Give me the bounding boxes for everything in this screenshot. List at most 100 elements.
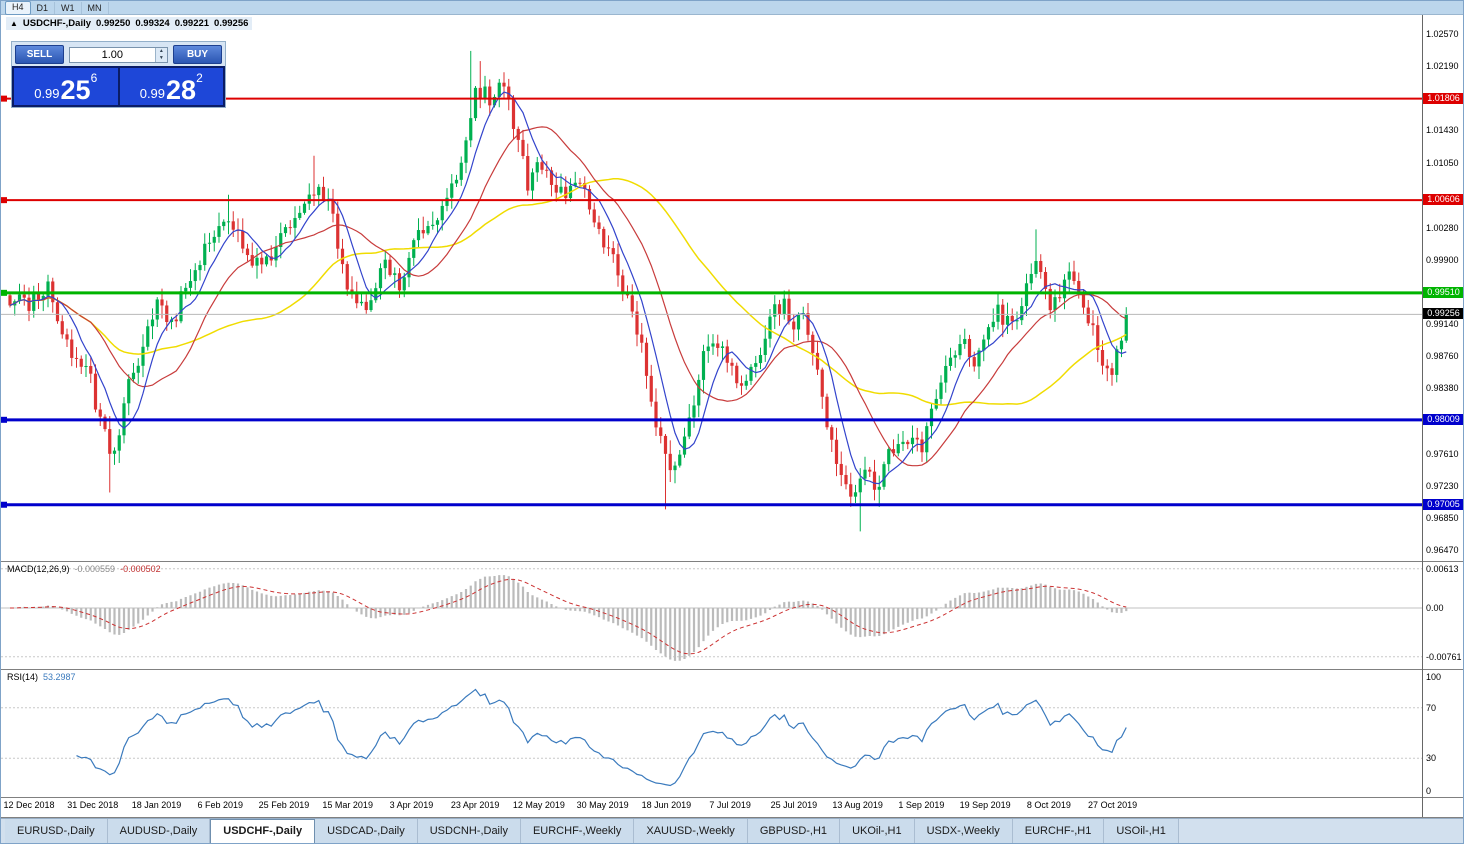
candle (668, 453, 672, 471)
candle (264, 256, 269, 265)
candle (891, 449, 896, 454)
candle (925, 426, 929, 453)
candle (621, 275, 625, 293)
timeframe-button-h4[interactable]: H4 (5, 1, 31, 15)
rsi-axis-label: 70 (1426, 702, 1437, 713)
candle (340, 248, 345, 265)
timeframe-button-mn[interactable]: MN (82, 1, 109, 14)
chart-tab[interactable]: USDCNH-,Daily (417, 819, 521, 843)
price-axis-label: 1.00280 (1426, 222, 1459, 233)
candle (640, 334, 644, 343)
level-line-anchor[interactable] (1, 416, 7, 423)
candle (146, 326, 150, 347)
candle (663, 435, 668, 454)
chart-tab[interactable]: EURCHF-,H1 (1012, 819, 1105, 843)
sell-price-tile[interactable]: 0.99 25 6 (14, 68, 118, 105)
level-line-anchor[interactable] (1, 501, 7, 508)
level-line-anchor[interactable] (1, 95, 7, 102)
chart-canvas[interactable] (1, 1, 1464, 818)
candle (1058, 297, 1062, 299)
sell-price-pips: 25 (60, 75, 91, 105)
volume-spinner[interactable]: ▲ ▼ (154, 47, 167, 62)
candle (402, 277, 406, 291)
candle (573, 182, 577, 186)
macd-axis-label: 0.00 (1426, 603, 1444, 613)
chart-tab[interactable]: USDCAD-,Daily (315, 819, 418, 843)
candle (312, 194, 316, 196)
candle (682, 436, 687, 455)
volume-spinner-down-icon[interactable]: ▼ (155, 54, 167, 62)
candle (222, 221, 226, 227)
price-axis-label: 0.97230 (1426, 480, 1459, 491)
candle (136, 365, 140, 373)
candle (526, 156, 530, 191)
timeframe-toolbar: H4 D1 W1 MN (1, 1, 1463, 15)
chart-tab[interactable]: USOil-,H1 (1104, 819, 1179, 843)
chart-tab[interactable]: XAUUSD-,Weekly (634, 819, 748, 843)
candle (8, 295, 12, 306)
chart-tab[interactable]: EURUSD-,Daily (5, 819, 108, 843)
candle (207, 242, 212, 244)
current-price-label: 0.99256 (1423, 308, 1463, 320)
chart-tab[interactable]: USDCHF-,Daily (210, 819, 316, 843)
candle (564, 186, 568, 199)
candle (796, 314, 801, 330)
candle (630, 295, 634, 312)
candle (915, 437, 919, 440)
sell-price-fraction: 6 (90, 71, 98, 85)
buy-price-tile[interactable]: 0.99 28 2 (119, 68, 223, 105)
timeframe-button-d1[interactable]: D1 (31, 1, 56, 14)
candle (1005, 315, 1010, 325)
candle (1110, 368, 1114, 375)
volume-input[interactable] (70, 47, 155, 62)
volume-spinner-up-icon[interactable]: ▲ (155, 47, 167, 55)
buy-button[interactable]: BUY (173, 45, 222, 64)
volume-field[interactable]: ▲ ▼ (69, 46, 168, 63)
candle (245, 248, 250, 256)
candle (830, 427, 834, 440)
candle (920, 439, 924, 453)
date-axis-label: 12 May 2019 (512, 800, 565, 810)
chart-tab[interactable]: USDX-,Weekly (914, 819, 1013, 843)
candle (511, 97, 516, 129)
one-click-controls-row: SELL ▲ ▼ BUY (12, 42, 225, 66)
candle (1086, 307, 1090, 324)
candle (1105, 365, 1109, 369)
candle (198, 265, 202, 271)
date-axis-label: 6 Feb 2019 (197, 800, 243, 810)
candle (288, 227, 292, 229)
chart-tab[interactable]: UKOil-,H1 (840, 819, 915, 843)
timeframe-button-w1[interactable]: W1 (55, 1, 82, 14)
chart-tab[interactable]: GBPUSD-,H1 (747, 819, 841, 843)
candle (112, 450, 117, 454)
candle (435, 220, 440, 225)
candlestick-series (8, 50, 1128, 532)
candle (412, 240, 416, 258)
candle (17, 294, 22, 302)
level-price-label: 1.00606 (1423, 194, 1463, 206)
candle (93, 373, 98, 410)
chart-tab[interactable]: AUDUSD-,Daily (107, 819, 211, 843)
candle (321, 186, 326, 201)
candle (1020, 306, 1024, 321)
candle (549, 170, 554, 185)
macd-main-value: -0.000559 (74, 564, 116, 574)
sell-button[interactable]: SELL (15, 45, 64, 64)
candle (317, 186, 321, 196)
candle (260, 257, 264, 265)
chart-tab[interactable]: EURCHF-,Weekly (520, 819, 635, 843)
candle (231, 221, 235, 230)
candle (1024, 283, 1029, 307)
level-line-anchor[interactable] (1, 289, 7, 296)
candle (910, 437, 915, 445)
date-axis-label: 1 Sep 2019 (898, 800, 945, 810)
candle (540, 162, 544, 170)
candle (1062, 279, 1067, 299)
date-axis-label: 3 Apr 2019 (389, 800, 434, 810)
candle (1096, 325, 1100, 351)
date-axis-label: 12 Dec 2018 (3, 800, 55, 810)
level-line-anchor[interactable] (1, 197, 7, 204)
candle (55, 302, 60, 322)
candle (787, 298, 791, 322)
candle (977, 350, 981, 367)
